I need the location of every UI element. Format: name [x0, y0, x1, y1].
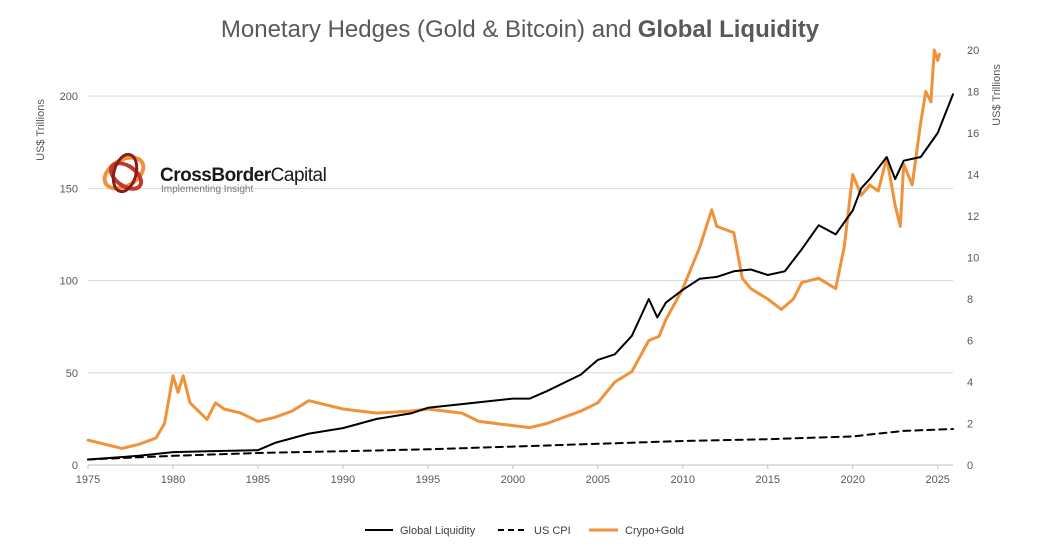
y-axis-left-label: US$ Trillions: [35, 99, 47, 161]
chart-title: Monetary Hedges (Gold & Bitcoin) and Glob…: [221, 16, 820, 43]
chart-title-bold: Global Liquidity: [638, 16, 820, 43]
y-right-tick-label: 8: [967, 294, 973, 306]
crossborder-capital-logo: CrossBorderCapital Implementing Insight: [102, 152, 327, 195]
x-tick-label: 2005: [586, 474, 610, 486]
y-right-tick-label: 18: [967, 87, 979, 99]
y-right-tick-label: 16: [967, 128, 979, 140]
y-right-tick-label: 10: [967, 253, 979, 265]
logo-name-light: Capital: [271, 165, 327, 186]
axes: [87, 464, 953, 469]
legend-item-global-liquidity: Global Liquidity: [365, 525, 476, 537]
x-tick-label: 2020: [840, 474, 864, 486]
y-axis-right-label: US$ Trillions: [991, 64, 1003, 126]
logo-wordmark: CrossBorderCapital: [160, 165, 326, 186]
y-right-tick-label: 4: [967, 377, 973, 389]
series-line-crypo-gold: [86, 48, 941, 450]
y-right-tick-label: 20: [967, 45, 979, 57]
y-left-tick-label: 150: [60, 183, 78, 195]
x-tick-label: 1995: [416, 474, 440, 486]
legend-label-global-liquidity: Global Liquidity: [400, 525, 476, 537]
legend-label-us-cpi: US CPI: [534, 525, 571, 537]
x-tick-label: 2000: [501, 474, 525, 486]
y-right-tick-label: 12: [967, 211, 979, 223]
y-left-tick-label: 100: [60, 276, 78, 288]
y-right-tick-label: 2: [967, 419, 973, 431]
series-lines: [86, 48, 954, 461]
x-tick-label: 2015: [756, 474, 780, 486]
y-left-tick-label: 200: [60, 91, 78, 103]
gridlines: [88, 95, 953, 374]
x-tick-label: 2010: [671, 474, 695, 486]
logo-swirl-icon: [102, 152, 146, 194]
x-tick-label: 2025: [925, 474, 949, 486]
x-tick-label: 1975: [76, 474, 100, 486]
series-line-global-liquidity: [87, 93, 954, 461]
series-line-us-cpi: [87, 428, 954, 461]
chart-title-main: Monetary Hedges (Gold & Bitcoin) and: [221, 16, 632, 43]
x-tick-label: 1990: [331, 474, 355, 486]
logo-name-bold: CrossBorder: [160, 165, 272, 186]
x-tick-label: 1980: [161, 474, 185, 486]
y-left-tick-label: 0: [72, 460, 78, 472]
legend-item-crypo-gold: Crypo+Gold: [589, 525, 684, 537]
logo-tagline: Implementing Insight: [161, 184, 253, 195]
y-right-tick-label: 0: [967, 460, 973, 472]
y-left-tick-label: 50: [66, 368, 78, 380]
legend-label-crypo-gold: Crypo+Gold: [625, 525, 684, 537]
legend-item-us-cpi: US CPI: [498, 525, 571, 537]
y-right-tick-label: 6: [967, 336, 973, 348]
y-right-tick-label: 14: [967, 170, 979, 182]
x-tick-label: 1985: [246, 474, 270, 486]
legend: Global Liquidity US CPI Crypo+Gold: [365, 525, 684, 537]
